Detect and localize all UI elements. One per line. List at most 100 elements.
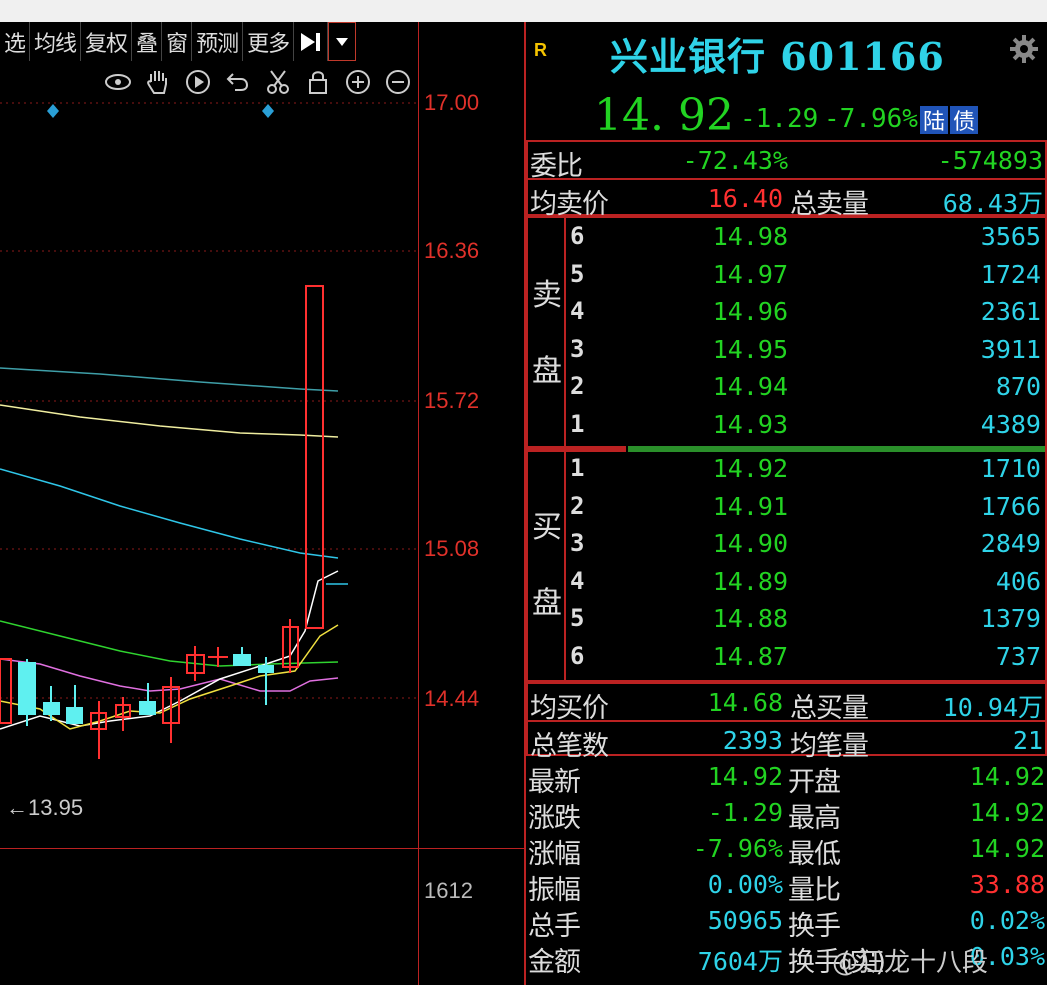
quote-panel: R 兴业银行 601166 14. 92 -1.29 -7.96% 陆 债 委比… [526, 22, 1047, 985]
toolbar-ma-button[interactable]: 均线 [30, 22, 82, 61]
stock-name[interactable]: 兴业银行 601166 [610, 34, 945, 79]
quote-label: 涨幅 [528, 839, 581, 870]
margin-badge: R [534, 40, 547, 60]
kline-svg [0, 102, 418, 759]
ma-line-teal [0, 367, 339, 392]
order-book: 卖 盘 6 14.98 3565 5 14.97 1724 4 14.96 2361 3 14.95… [526, 216, 1047, 682]
chevron-down-icon [336, 37, 349, 46]
chart-tools [102, 66, 414, 98]
quote-value: 33.88 [969, 870, 1045, 899]
low-price-value: 13.95 [28, 795, 84, 820]
tag-zhai[interactable]: 债 [950, 106, 978, 135]
weibi-row: 委比 -72.43% -574893 [528, 142, 1045, 182]
zoom-in-icon[interactable] [342, 66, 374, 98]
sell-level-number: 5 [570, 259, 585, 288]
buy-level-number: 5 [570, 604, 585, 632]
toolbar-select-button[interactable]: 选 [0, 22, 31, 61]
buy-level-volume: 737 [995, 641, 1041, 671]
price-axis-tick: 17.00 [424, 90, 480, 115]
sell-level-price: 14.93 [712, 409, 788, 439]
buy-level-price: 14.87 [712, 641, 788, 671]
ma-line-yellow [0, 624, 339, 730]
quote-row: 涨幅 -7.96% 最低 14.92 [526, 830, 1047, 870]
buy-level-number: 4 [570, 566, 585, 595]
toolbar-overlay-button[interactable]: 叠 [132, 22, 163, 61]
play-icon[interactable] [182, 66, 214, 98]
quote-label: 最高 [788, 803, 841, 834]
eye-icon[interactable] [102, 66, 134, 98]
trades-label: 总笔数 [530, 731, 609, 762]
toolbar-more-button[interactable]: 更多 [243, 22, 295, 61]
sell-level-number: 4 [570, 297, 585, 325]
price-axis-tick: 16.36 [424, 238, 480, 263]
buy-sell-balance-bar [528, 446, 1045, 452]
avg-buy-row: 均买价 14.68 总买量 10.94万 [528, 684, 1045, 724]
buy-level-price: 14.89 [712, 566, 788, 596]
toolbar-window-button[interactable]: 窗 [162, 22, 193, 61]
sell-level-number: 6 [570, 222, 585, 250]
price-axis-tick: 15.08 [424, 536, 480, 561]
buy-level-price: 14.92 [712, 454, 788, 483]
buy-side-label-2: 盘 [532, 586, 562, 621]
quote-row: 总手 50965 换手 0.02% [526, 902, 1047, 942]
total-buy-label: 总买量 [790, 693, 869, 724]
weibi-pct: -72.43% [682, 146, 788, 175]
quote-value: 0.03% [969, 942, 1045, 971]
sell-level-number: 3 [570, 334, 585, 363]
toolbar-adjust-button[interactable]: 复权 [81, 22, 133, 61]
quote-label: 总手 [528, 911, 581, 942]
price-gridlines [0, 102, 418, 699]
candle-limit-down[interactable] [305, 285, 324, 629]
skip-end-icon[interactable] [294, 22, 329, 61]
gear-icon[interactable] [1009, 34, 1039, 64]
sell-level-volume: 3565 [980, 222, 1041, 251]
scissors-icon[interactable] [262, 66, 294, 98]
quote-value: 0.02% [969, 906, 1045, 935]
total-sell-value: 68.43万 [942, 189, 1043, 218]
window-top-strip [0, 0, 1047, 22]
buy-level-number: 1 [570, 454, 585, 482]
marker-diamond[interactable] [47, 104, 59, 118]
quote-value: 7604万 [697, 947, 783, 976]
avg-trade-value: 21 [1012, 726, 1043, 755]
quote-value: 14.92 [707, 762, 783, 791]
buy-level-price: 14.90 [712, 529, 788, 558]
sell-level-number: 2 [570, 372, 585, 400]
kline-chart[interactable] [0, 61, 418, 985]
sell-level-volume: 2361 [980, 297, 1041, 326]
total-sell-label: 总卖量 [790, 189, 869, 220]
quote-label: 最低 [788, 839, 841, 870]
zoom-out-icon[interactable] [382, 66, 414, 98]
undo-icon[interactable] [222, 66, 254, 98]
watermark: @狂龙十八段 [832, 948, 989, 978]
ma-line-green [0, 620, 339, 667]
toolbar-dropdown-button[interactable] [328, 22, 357, 61]
weibi-label: 委比 [530, 151, 583, 182]
sell-side-label-2: 盘 [532, 354, 562, 389]
price-change-pct: -7.96% [824, 104, 918, 134]
tag-lu[interactable]: 陆 [920, 106, 948, 135]
volume-divider [0, 848, 524, 849]
buy-label-divider [564, 452, 566, 680]
stock-title-row: R 兴业银行 601166 [526, 22, 1047, 79]
quote-row: 振幅 0.00% 量比 33.88 [526, 866, 1047, 906]
hand-icon[interactable] [142, 66, 174, 98]
candle[interactable] [0, 658, 12, 724]
price-change: -1.29 [740, 104, 819, 134]
avg-sell-value: 16.40 [707, 184, 783, 213]
toolbar-predict-button[interactable]: 预测 [192, 22, 244, 61]
buy-level-price: 14.88 [712, 604, 788, 633]
candles [0, 285, 324, 759]
quote-value: 14.92 [969, 798, 1045, 827]
buy-stats-box: 均买价 14.68 总买量 10.94万 总笔数 2393 均笔量 21 [526, 682, 1047, 762]
avg-sell-row: 均卖价 16.40 总卖量 68.43万 [528, 178, 1045, 220]
buy-level-volume: 2849 [980, 529, 1041, 558]
sell-level-price: 14.97 [712, 259, 788, 289]
last-price: 14. 92 [594, 90, 734, 141]
price-axis-tick: 14.44 [424, 686, 480, 711]
lock-icon[interactable] [302, 66, 334, 98]
ma-line-cyan [0, 468, 339, 559]
quote-label: 换手 [788, 911, 841, 942]
marker-diamond[interactable] [262, 104, 274, 118]
order-ratio-box: 委比 -72.43% -574893 均卖价 16.40 总卖量 68.43万 [526, 140, 1047, 220]
